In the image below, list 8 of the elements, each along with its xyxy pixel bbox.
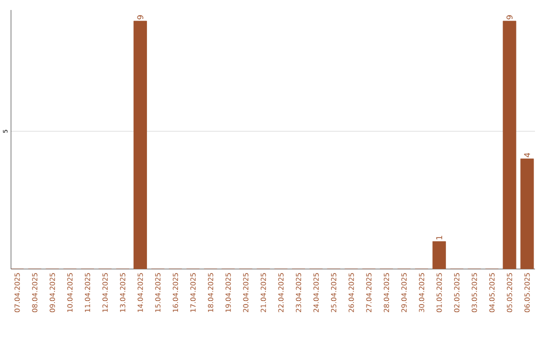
bar bbox=[502, 20, 516, 269]
data-label: 9 bbox=[137, 15, 144, 20]
data-label: 1 bbox=[436, 236, 442, 240]
data-label: 4 bbox=[524, 152, 530, 158]
data-label: 9 bbox=[506, 15, 513, 20]
bar bbox=[432, 241, 446, 269]
bar bbox=[520, 158, 534, 269]
bar bbox=[134, 20, 147, 269]
